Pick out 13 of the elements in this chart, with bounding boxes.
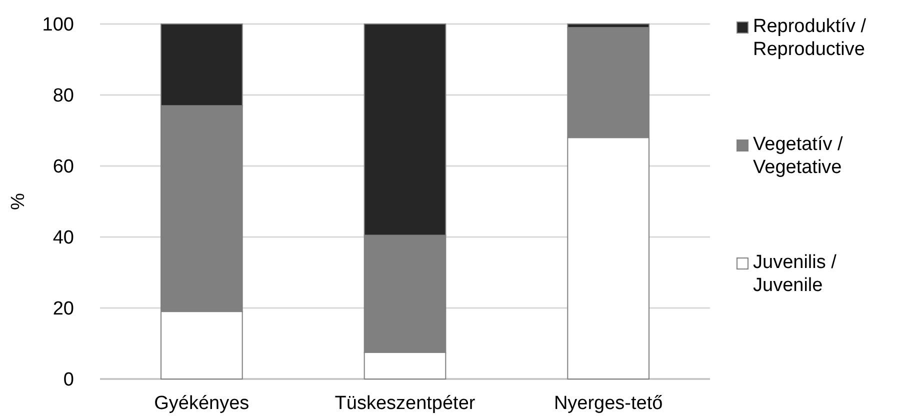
y-tick-label: 20 — [52, 298, 74, 320]
y-tick-label: 80 — [52, 86, 74, 107]
x-tick-label: Nyerges-tető — [554, 393, 663, 414]
legend-label: Vegetatív / Vegetative — [753, 134, 844, 178]
x-tick-label: Gyékényes — [154, 393, 250, 414]
y-tick-label: 0 — [63, 370, 74, 391]
y-tick-label: 100 — [42, 14, 74, 36]
y-tick-label: 60 — [52, 156, 74, 178]
legend-label: Reproduktív / Reproductive — [753, 16, 867, 60]
legend-label: Juvenilis / Juvenile — [753, 252, 838, 296]
x-tick-label: Tüskeszentpéter — [334, 393, 476, 414]
y-axis-title: % — [8, 192, 29, 210]
y-tick-label: 40 — [52, 228, 74, 249]
